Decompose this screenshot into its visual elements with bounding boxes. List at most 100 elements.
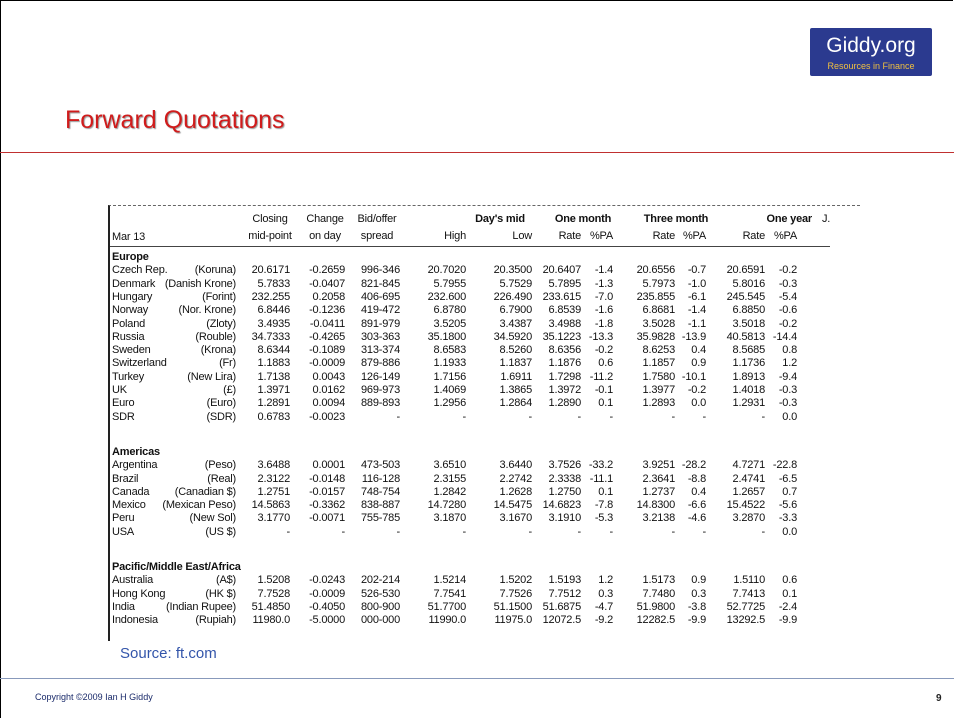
cell: -0.2659 (309, 264, 345, 277)
cell: -0.1236 (309, 304, 345, 317)
country: Canada (112, 485, 150, 498)
cell: 303-363 (361, 330, 400, 343)
cell: -0.6 (778, 304, 797, 317)
cell: 7.7541 (433, 587, 467, 600)
cell: 1.2628 (499, 485, 533, 498)
cell: -0.0157 (309, 485, 345, 498)
cell: 35.9828 (636, 330, 676, 343)
cell: 20.6591 (726, 264, 766, 277)
cell: - (528, 525, 533, 538)
cell: 755-785 (361, 512, 400, 525)
cell: 8.6344 (257, 344, 291, 357)
cell: -0.1 (594, 384, 613, 396)
cell: 245.545 (726, 290, 766, 303)
cell: -0.1089 (309, 344, 345, 357)
country: Brazil (112, 472, 139, 485)
cell: 5.7895 (548, 277, 582, 290)
cell: 0.4 (691, 344, 706, 357)
cell: 0.8 (782, 344, 797, 357)
cell: 748-754 (361, 485, 400, 498)
cell: 4.7271 (732, 459, 766, 472)
cell: 51.4850 (251, 600, 291, 613)
currency: (Rupiah) (195, 614, 236, 627)
cell: 996-346 (361, 264, 400, 277)
cell: 15.4522 (726, 499, 766, 512)
cell: 1.1883 (257, 357, 291, 370)
cell: -13.9 (681, 330, 706, 343)
cell: 3.2870 (732, 512, 766, 525)
currency: (New Lira) (187, 370, 236, 383)
cell: 1.2931 (732, 397, 766, 410)
page-number: 9 (936, 693, 942, 704)
cell: 6.8539 (548, 304, 582, 317)
cell: 5.7833 (257, 277, 291, 290)
cell: 879-886 (361, 357, 400, 370)
cell: 1.2842 (433, 485, 467, 498)
cell: 14.5863 (251, 499, 291, 512)
cell: 0.2058 (312, 290, 346, 303)
currency: (SDR) (206, 410, 236, 423)
cell: 2.3155 (433, 472, 467, 485)
cell: 969-973 (361, 384, 400, 396)
cell: -1.1 (687, 317, 706, 330)
country: Denmark (112, 277, 156, 290)
column-subheader: spread (360, 230, 394, 242)
cell: 12282.5 (636, 614, 676, 627)
cell: -14.4 (772, 330, 797, 343)
copyright: Copyright ©2009 Ian H Giddy (35, 692, 153, 702)
cell: - (671, 525, 676, 538)
cell: 5.8016 (732, 277, 766, 290)
cell: 7.7528 (257, 587, 291, 600)
cell: 52.7725 (726, 600, 766, 613)
cell: 1.1837 (499, 357, 533, 370)
country: Mexico (112, 499, 146, 512)
cell: 1.8913 (732, 370, 766, 383)
cell: -0.2 (687, 384, 706, 396)
cell: 1.2657 (732, 485, 766, 498)
cell: 14.7280 (427, 499, 467, 512)
cell: 3.6440 (499, 459, 533, 472)
cell: 891-979 (361, 317, 400, 330)
currency: (Nor. Krone) (178, 304, 236, 317)
cell: 7.7526 (499, 587, 533, 600)
cell: -0.3 (778, 277, 797, 290)
cell: 1.5110 (733, 574, 765, 587)
column-header: Closing (252, 213, 288, 225)
cell: -9.9 (778, 614, 797, 627)
country: Argentina (112, 459, 158, 472)
cell: 3.4387 (499, 317, 533, 330)
cell: 821-845 (361, 277, 400, 290)
cell: 13292.5 (726, 614, 766, 627)
cell: -0.0148 (309, 472, 345, 485)
cell: 51.7700 (427, 600, 467, 613)
cell: 1.2751 (257, 485, 291, 498)
cell: -6.6 (687, 499, 706, 512)
cell: 1.2893 (642, 397, 676, 410)
column-subheader: %PA (682, 230, 706, 242)
country: Russia (112, 330, 145, 343)
cell: -11.2 (589, 370, 613, 383)
cell: - (671, 410, 676, 423)
cell: 1.1857 (642, 357, 676, 370)
cell: - (577, 410, 582, 423)
cell: 1.1933 (433, 357, 467, 370)
cell: 12072.5 (542, 614, 582, 627)
cell: -22.8 (772, 459, 797, 472)
header-rule (110, 246, 830, 247)
cell: -0.0243 (309, 574, 345, 587)
country: SDR (112, 410, 135, 423)
footer-rule (0, 678, 954, 679)
cell: 1.7156 (433, 370, 467, 383)
cell: 1.1876 (548, 357, 582, 370)
cell: 1.7580 (642, 370, 676, 383)
column-header: J. (822, 213, 831, 225)
cell: 14.6823 (542, 499, 582, 512)
table-frame (108, 205, 860, 641)
country: Turkey (112, 370, 145, 383)
column-header: One month (554, 213, 612, 225)
cell: 226.490 (493, 290, 533, 303)
cell: 2.3641 (642, 472, 676, 485)
cell: 0.9 (691, 574, 706, 587)
cell: 1.2 (782, 357, 797, 370)
